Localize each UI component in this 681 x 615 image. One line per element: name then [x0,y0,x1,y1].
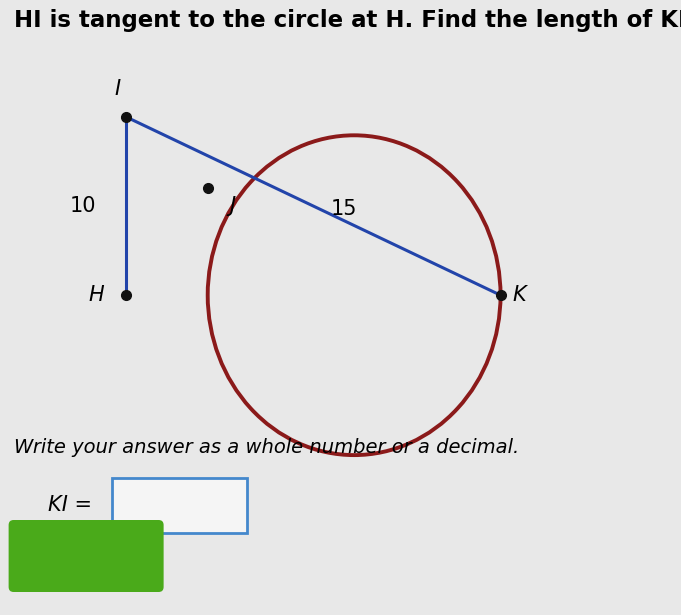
Text: K: K [513,285,526,305]
Text: HI is tangent to the circle at H. Find the length of KI.: HI is tangent to the circle at H. Find t… [14,9,681,32]
Text: I: I [115,79,121,99]
Text: 15: 15 [331,199,358,220]
FancyBboxPatch shape [9,520,163,592]
FancyBboxPatch shape [112,478,247,533]
Text: Submit: Submit [44,546,128,566]
Text: 10: 10 [69,196,96,216]
Text: H: H [89,285,104,305]
Text: KI =: KI = [48,495,92,515]
Text: J: J [229,196,236,216]
Text: Write your answer as a whole number or a decimal.: Write your answer as a whole number or a… [14,438,519,457]
